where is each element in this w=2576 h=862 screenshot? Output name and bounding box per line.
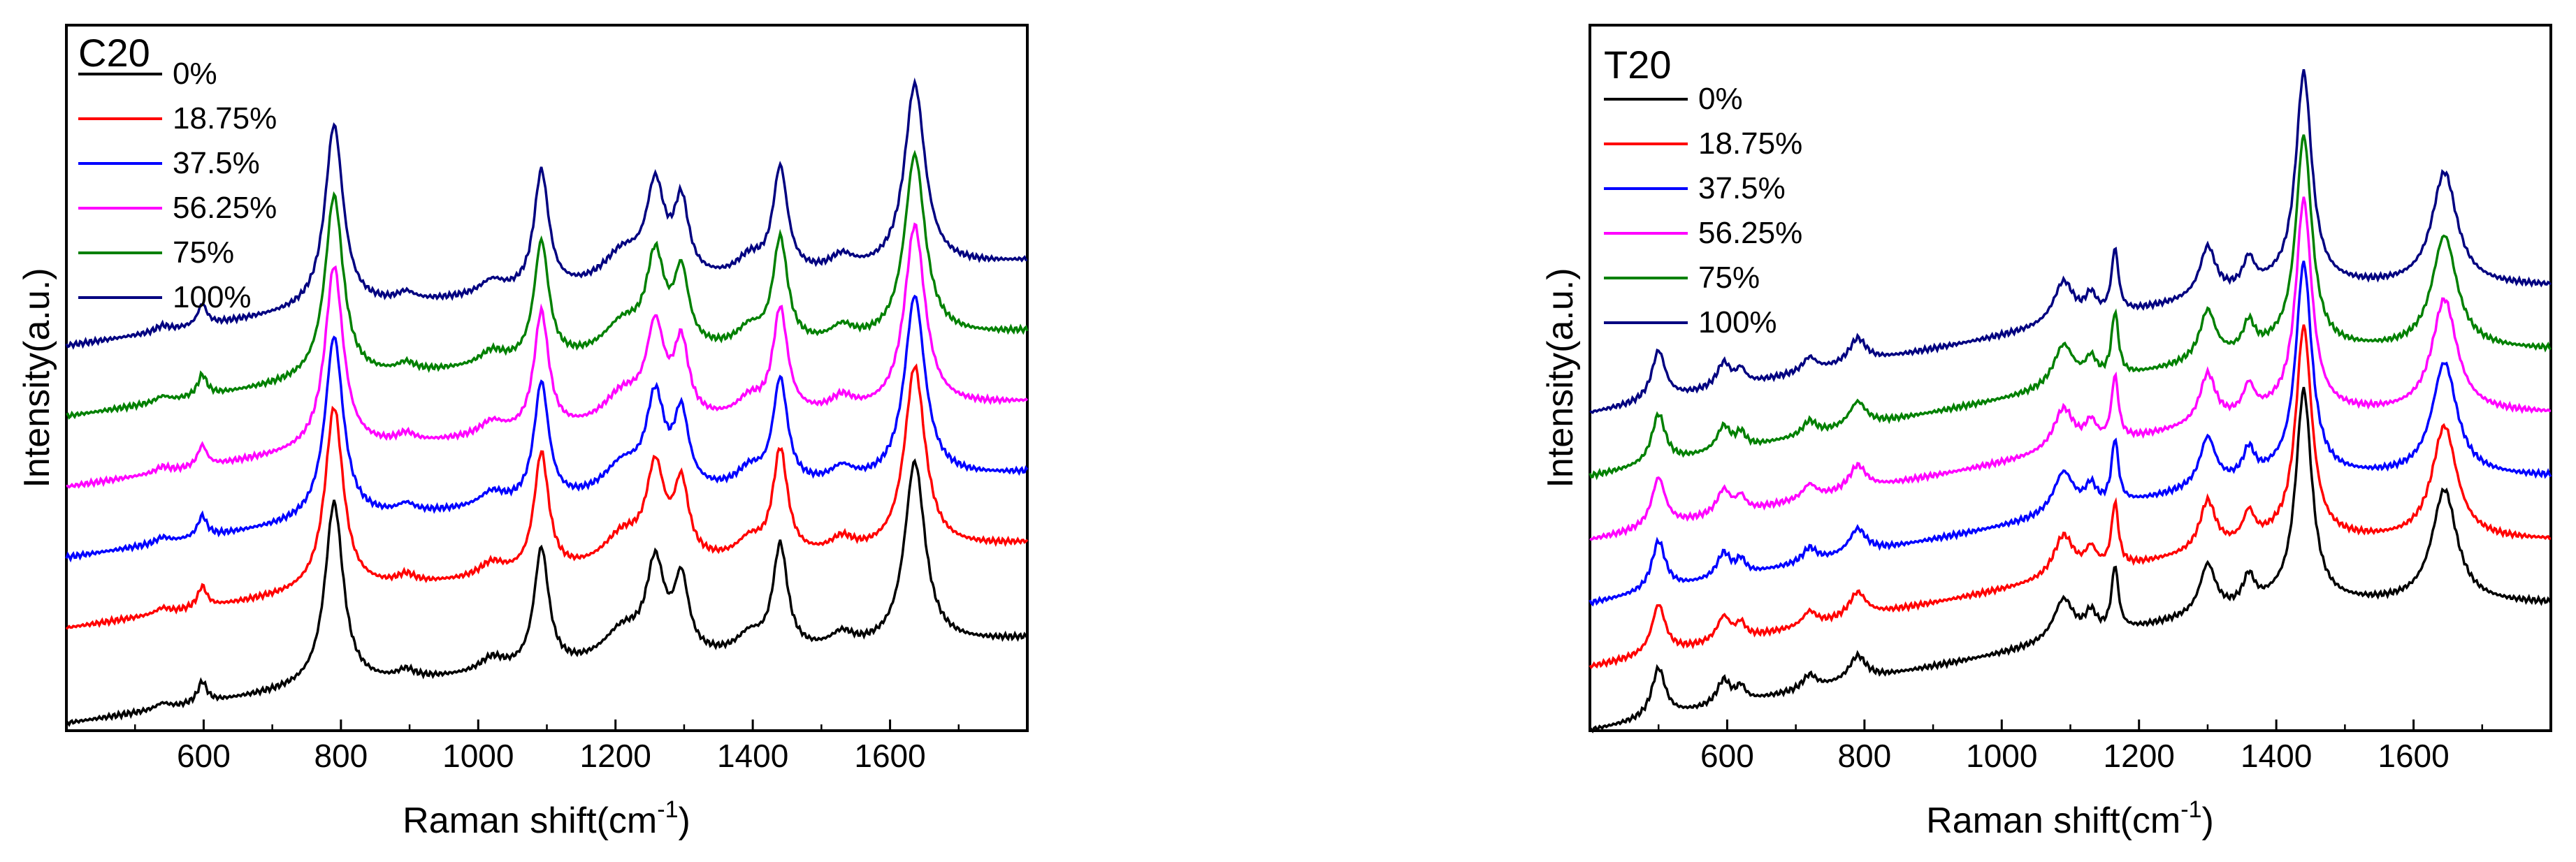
legend-label: 56.25%: [173, 191, 277, 225]
series-line-37.5pct: [1589, 261, 2552, 607]
chart-panel-t20: 600 800 1000 1200 1400 1600 T20 0% 18.75% 37.5%…: [1540, 24, 2552, 841]
x-tick-label: 1600: [854, 738, 925, 774]
legend-label: 100%: [173, 280, 252, 314]
legend-label: 0%: [1698, 82, 1743, 116]
legend: 0% 18.75% 37.5% 56.25% 75% 100%: [1604, 82, 1802, 339]
x-tick-layer: 600 800 1000 1200 1400 1600: [133, 719, 960, 774]
x-tick-label: 800: [314, 738, 368, 774]
series-layer: [65, 77, 1029, 727]
y-axis-title: Intensity(a.u.): [1540, 268, 1581, 488]
legend-label: 56.25%: [1698, 216, 1802, 250]
series-line-75pct: [66, 149, 1029, 420]
series-line-18.75pct: [1589, 324, 2552, 670]
series-layer: [1589, 68, 2552, 733]
x-tick-label: 1000: [1966, 738, 2037, 774]
x-tick-label: 1400: [717, 738, 788, 774]
x-tick-label: 1400: [2241, 738, 2312, 774]
legend-label: 18.75%: [1698, 126, 1802, 161]
x-axis-title-superscript: -1: [657, 796, 678, 823]
x-axis-title-text: Raman shift(cm: [1926, 801, 2180, 841]
x-axis-title-text: Raman shift(cm: [403, 801, 657, 841]
series-line-56.25pct: [1589, 196, 2552, 541]
series-line-100pct: [65, 77, 1028, 350]
x-tick-label: 1000: [442, 738, 514, 774]
x-tick-label: 800: [1837, 738, 1891, 774]
x-axis-title: Raman shift(cm-1): [403, 796, 690, 841]
legend-label: 75%: [173, 235, 234, 270]
panel-title: T20: [1604, 43, 1672, 87]
x-axis-title-suffix: ): [2201, 801, 2213, 841]
series-line-0pct: [1589, 386, 2552, 733]
legend: 0% 18.75% 37.5% 56.25% 75% 100%: [78, 57, 277, 314]
legend-label: 0%: [173, 57, 217, 91]
legend-label: 37.5%: [173, 146, 260, 180]
x-axis-title-suffix: ): [678, 801, 690, 841]
x-tick-label: 600: [1700, 738, 1754, 774]
x-tick-label: 1600: [2378, 738, 2449, 774]
y-axis-title: Intensity(a.u.): [17, 268, 57, 488]
chart-panel-c20: 600 800 1000 1200 1400 1600 C20 0% 18.75% 37.5%…: [17, 24, 1029, 841]
x-tick-label: 1200: [580, 738, 651, 774]
x-tick-label: 600: [177, 738, 231, 774]
series-line-56.25pct: [66, 222, 1029, 489]
x-tick-label: 1200: [2104, 738, 2175, 774]
legend-label: 37.5%: [1698, 171, 1786, 205]
x-tick-layer: 600 800 1000 1200 1400 1600: [1657, 719, 2484, 774]
series-line-37.5pct: [65, 294, 1029, 563]
series-line-100pct: [1589, 68, 2552, 414]
series-line-18.75pct: [65, 363, 1029, 630]
series-line-0pct: [65, 458, 1029, 727]
x-axis-title: Raman shift(cm-1): [1926, 796, 2214, 841]
panel-title: C20: [78, 31, 150, 75]
series-line-75pct: [1589, 134, 2552, 481]
legend-label: 100%: [1698, 305, 1777, 339]
legend-label: 18.75%: [173, 101, 277, 136]
legend-label: 75%: [1698, 261, 1760, 295]
x-axis-title-superscript: -1: [2180, 796, 2201, 823]
